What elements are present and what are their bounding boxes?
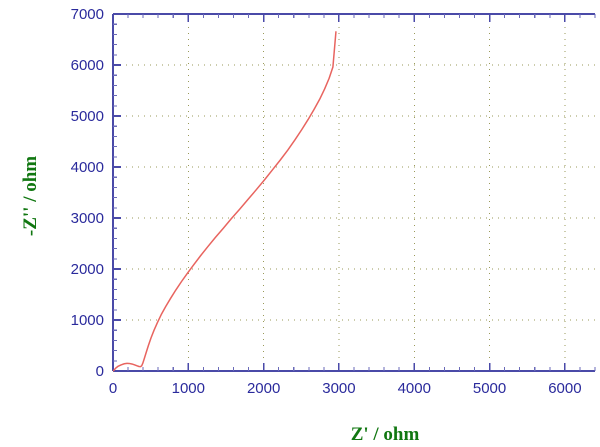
grid-lines xyxy=(114,15,595,370)
x-tick-label: 6000 xyxy=(548,380,581,397)
x-tick-label: 2000 xyxy=(247,380,280,397)
y-tick-label: 3000 xyxy=(71,210,104,227)
x-tick-label: 4000 xyxy=(398,380,431,397)
y-tick-label: 2000 xyxy=(71,261,104,278)
tick-marks xyxy=(112,13,596,372)
x-tick-label: 1000 xyxy=(172,380,205,397)
y-tick-label: 6000 xyxy=(71,57,104,74)
x-axis-title: Z' / ohm xyxy=(351,424,420,445)
y-tick-label: 7000 xyxy=(71,6,104,23)
x-tick-label: 5000 xyxy=(473,380,506,397)
x-tick-label: 0 xyxy=(109,380,117,397)
y-tick-label: 5000 xyxy=(71,108,104,125)
data-series-layer xyxy=(112,31,337,372)
y-tick-label: 0 xyxy=(96,363,104,380)
y-tick-label: 1000 xyxy=(71,312,104,329)
y-axis-title: -Z'' / ohm xyxy=(20,156,41,236)
x-tick-label: 3000 xyxy=(322,380,355,397)
y-tick-label: 4000 xyxy=(71,159,104,176)
tick-labels: 0 1000 2000 3000 4000 5000 6000 0 1000 2000 3000 40… xyxy=(71,6,582,397)
data-series-line xyxy=(112,31,337,372)
